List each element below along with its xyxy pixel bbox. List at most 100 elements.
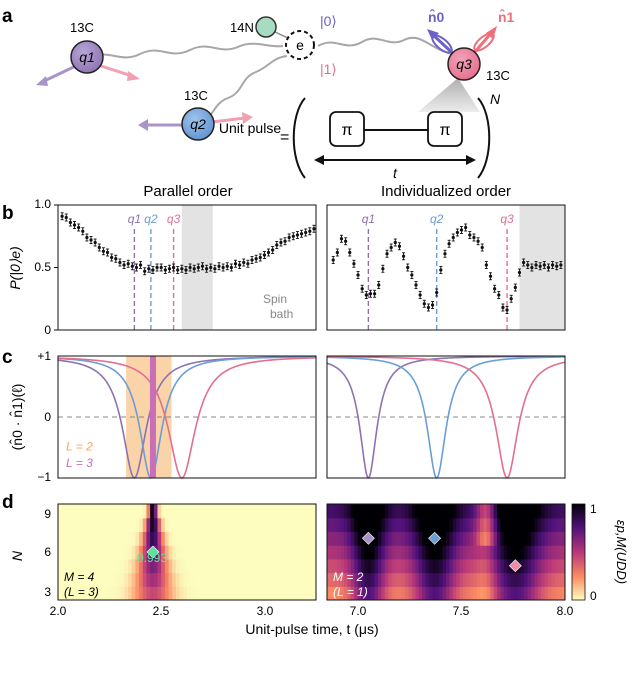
data-point <box>439 266 443 274</box>
data-point <box>97 243 101 252</box>
heatmap-cell <box>87 558 92 574</box>
heatmap-cell <box>507 517 512 533</box>
heatmap-cell <box>333 545 338 560</box>
heatmap-cell <box>517 545 522 560</box>
data-point <box>254 254 258 263</box>
t-label: t <box>393 165 398 181</box>
heatmap-cell <box>87 517 92 533</box>
heatmap-cell <box>194 586 199 600</box>
heatmap-cell <box>238 531 243 546</box>
heatmap-cell <box>168 545 173 560</box>
data-point <box>513 283 517 292</box>
data-point <box>184 266 188 274</box>
c-ytick-minus1: −1 <box>37 470 51 484</box>
heatmap-cell <box>312 517 316 533</box>
heatmap-cell <box>520 545 525 560</box>
heatmap-cell <box>264 517 269 533</box>
heatmap-cell <box>65 572 70 587</box>
heatmap-cell <box>201 517 207 533</box>
heatmap-cell <box>61 586 66 600</box>
heatmap-cell <box>227 545 232 560</box>
heatmap-cell <box>429 558 433 574</box>
heatmap-cell <box>293 531 299 546</box>
heatmap-cell <box>510 586 515 600</box>
heatmap-cell <box>500 504 505 519</box>
heatmap-cell <box>486 531 491 546</box>
heatmap-cell <box>61 558 66 574</box>
heatmap-cell <box>179 572 184 587</box>
heatmap-cell <box>463 517 467 533</box>
heatmap-cell <box>105 517 111 533</box>
heatmap-cell <box>425 517 430 533</box>
heatmap-cell <box>473 545 478 560</box>
heatmap-cell <box>398 517 403 533</box>
heatmap-cell <box>337 545 342 560</box>
d-right-xtick-7-5: 7.5 <box>453 604 470 618</box>
heatmap-cell <box>183 586 188 600</box>
heatmap-cell <box>378 531 382 546</box>
heatmap-cell <box>381 531 386 546</box>
heatmap-cell <box>473 558 478 574</box>
heatmap-cell <box>381 545 386 560</box>
heatmap-cell <box>139 504 144 519</box>
heatmap-cell <box>337 558 342 574</box>
heatmap-cell <box>558 545 563 560</box>
heatmap-cell <box>72 504 78 519</box>
heatmap-cell <box>327 504 331 519</box>
heatmap-cell <box>330 558 335 574</box>
heatmap-d-left <box>58 504 316 600</box>
data-point <box>167 264 172 273</box>
heatmap-cell <box>279 504 284 519</box>
heatmap-cell <box>388 504 393 519</box>
b-ytick-1: 1.0 <box>34 197 51 211</box>
heatmap-cell <box>142 517 148 533</box>
heatmap-cell <box>357 517 362 533</box>
heatmap-cell <box>483 572 488 587</box>
heatmap-cell <box>432 586 437 600</box>
heatmap-cell <box>76 572 81 587</box>
heatmap-cell <box>242 504 247 519</box>
heatmap-cell <box>304 531 310 546</box>
colorbar-tick-0: 0 <box>590 589 597 603</box>
data-point <box>406 263 410 272</box>
heatmap-cell <box>238 545 243 560</box>
heatmap-cell <box>150 504 155 519</box>
heatmap-cell <box>297 517 302 533</box>
heatmap-cell <box>425 586 430 600</box>
heatmap-cell <box>124 586 129 600</box>
heatmap-cell <box>350 545 355 560</box>
heatmap-cell <box>422 531 427 546</box>
heatmap-cell <box>333 517 338 533</box>
heatmap-cell <box>548 531 552 546</box>
heatmap-cell <box>168 504 173 519</box>
heatmap-cell <box>551 586 556 600</box>
heatmap-cell <box>279 586 284 600</box>
heatmap-cell <box>347 531 352 546</box>
series-line-3 <box>57 357 317 479</box>
heatmap-cell <box>227 558 232 574</box>
data-point <box>455 228 459 237</box>
heatmap-cell <box>361 517 365 533</box>
heatmap-cell <box>388 545 393 560</box>
heatmap-cell <box>249 531 254 546</box>
heatmap-cell <box>198 531 203 546</box>
heatmap-cell <box>139 558 144 574</box>
nitrogen-bond <box>274 31 289 39</box>
heatmap-cell <box>220 558 225 574</box>
heatmap-cell <box>234 572 240 587</box>
heatmap-cell <box>500 545 505 560</box>
nitrogen-label: 14N <box>230 20 254 35</box>
heatmap-cell <box>364 558 369 574</box>
heatmap-cell <box>384 504 389 519</box>
heatmap-cell <box>279 558 284 574</box>
q2-arrow-right <box>211 116 246 124</box>
heatmap-cell <box>490 531 495 546</box>
heatmap-cell <box>537 558 542 574</box>
q2-arrow-left-head <box>138 119 148 131</box>
heatmap-cell <box>537 517 542 533</box>
heatmap-cell <box>242 586 247 600</box>
heatmap-cell <box>361 572 365 587</box>
heatmap-cell <box>275 558 280 574</box>
data-point <box>258 253 262 262</box>
heatmap-cell <box>249 504 254 519</box>
